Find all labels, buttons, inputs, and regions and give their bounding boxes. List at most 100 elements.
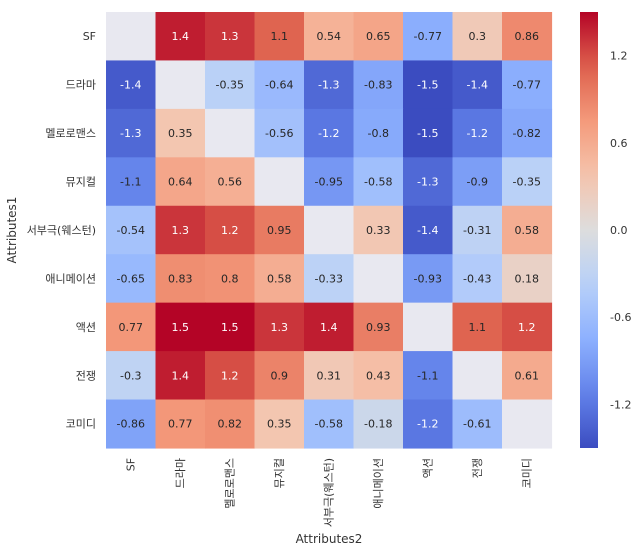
heatmap-cell [304,12,355,62]
heatmap-cell [155,157,206,207]
heatmap-cell [254,302,305,352]
cell-value-label: 0.64 [168,176,193,189]
heatmap-cell [205,254,256,304]
heatmap-cell [106,60,157,110]
heatmap-cell [106,399,157,449]
heatmap-cell [106,12,157,62]
heatmap-cell [155,205,206,255]
cell-value-label: 0.77 [168,418,193,431]
cell-value-label: 0.43 [366,369,391,382]
cell-value-label: -1.2 [417,418,438,431]
heatmap-cell [106,157,157,207]
cell-value-label: -0.54 [117,224,145,237]
cell-value-label: 0.93 [366,321,391,334]
heatmap-cell [502,399,553,449]
cell-value-label: -0.58 [364,176,392,189]
cell-value-label: 0.35 [168,127,193,140]
cell-value-label: -0.3 [120,369,141,382]
cell-value-label: -1.5 [417,79,438,92]
cell-value-label: -0.35 [216,79,244,92]
colorbar-ticks: 1.2 0.6 0.0 -0.6 -1.2 [610,50,631,412]
cell-value-label: 0.86 [515,30,540,43]
heatmap-cell [403,399,454,449]
y-tick-label: 드라마 [66,79,96,92]
colorbar-tick-label: 1.2 [610,50,628,63]
heatmap-cell [353,108,404,158]
x-tick-label: 전쟁 [471,458,484,478]
heatmap-cell [205,108,256,158]
heatmap-cell [403,157,454,207]
heatmap-cell [452,108,503,158]
heatmap-cell [205,205,256,255]
x-tick-label: 멜로로맨스 [224,458,237,509]
heatmap-cell [304,254,355,304]
cell-value-label: 0.77 [119,321,144,334]
colorbar-tick-label: 0.0 [610,224,628,237]
cell-value-label: -1.3 [318,79,339,92]
colorbar-tick-label: 0.6 [610,137,628,150]
cell-value-label: -1.1 [417,369,438,382]
cell-value-label: -0.8 [368,127,389,140]
cell-value-label: -1.3 [120,127,141,140]
heatmap-cell [155,60,206,110]
cell-value-label: -0.86 [117,418,145,431]
cell-value-label: -1.4 [467,79,488,92]
heatmap-cell [304,108,355,158]
cell-value-label: 1.1 [469,321,487,334]
cell-value-label: -0.56 [265,127,293,140]
heatmap-cell [254,108,305,158]
cell-value-label: 0.83 [168,272,193,285]
cell-value-label: -0.31 [463,224,491,237]
y-tick-label: 액션 [76,321,96,334]
heatmap-cell [502,60,553,110]
cell-value-label: 0.58 [515,224,540,237]
heatmap-cell [452,157,503,207]
cell-value-label: -1.5 [417,127,438,140]
cell-value-label: -1.3 [417,176,438,189]
cell-value-label: -1.2 [318,127,339,140]
heatmap-cell [452,302,503,352]
heatmap-cell [353,399,404,449]
x-tick-label: 액션 [422,458,435,478]
heatmap-cell [106,254,157,304]
y-tick-label: 뮤지컬 [66,176,96,189]
heatmap-cell [452,205,503,255]
heatmap-cell [502,108,553,158]
cell-value-label: 0.31 [317,369,342,382]
x-tick-label: 서부극(웨스턴) [323,458,336,527]
heatmap-cell [304,60,355,110]
heatmap-cells: 1.4 1.3 1.1 0.54 0.65 -0.77 0.3 0.86 -1.4 -0.35 -0… [106,12,553,449]
heatmap-cell [353,254,404,304]
heatmap-cell [254,157,305,207]
heatmap-cell [106,351,157,401]
cell-value-label: 0.35 [267,418,292,431]
cell-value-label: 1.1 [271,30,289,43]
heatmap-cell [403,254,454,304]
cell-value-label: -0.77 [513,79,541,92]
heatmap-cell [403,108,454,158]
heatmap-cell [205,351,256,401]
cell-value-label: 0.82 [218,418,243,431]
heatmap-cell [502,351,553,401]
cell-value-label: 0.95 [267,224,292,237]
y-tick-label: 코미디 [66,418,96,431]
cell-value-label: -1.2 [467,127,488,140]
cell-value-label: 0.61 [515,369,540,382]
heatmap-cell [502,12,553,62]
heatmap-cell [254,12,305,62]
colorbar-tick-label: -1.2 [610,398,631,411]
cell-value-label: 0.56 [218,176,243,189]
colorbar-tick-label: -0.6 [610,311,631,324]
y-tick-label: SF [83,30,96,43]
heatmap-cell [254,351,305,401]
cell-value-label: 0.33 [366,224,391,237]
heatmap-cell [452,12,503,62]
heatmap-cell [403,351,454,401]
y-tick-label: 서부극(웨스턴) [27,224,96,237]
cell-value-label: -0.77 [414,30,442,43]
cell-value-label: 1.2 [221,369,239,382]
heatmap-cell [155,399,206,449]
cell-value-label: -1.4 [417,224,438,237]
cell-value-label: -0.64 [265,79,293,92]
